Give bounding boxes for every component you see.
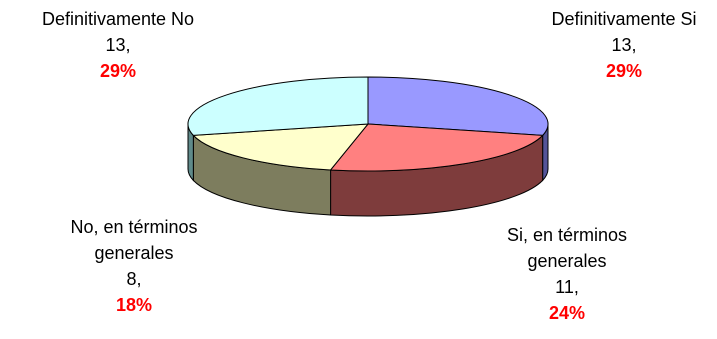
- label-percent: 29%: [99, 61, 137, 81]
- label-definitivamente-si: Definitivamente Si 13, 29%: [506, 6, 717, 84]
- pie-slice-2: [192, 123, 370, 171]
- label-count: 8,: [126, 269, 142, 289]
- pie-slice-3: [187, 76, 369, 136]
- label-name: Definitivamente No: [41, 9, 195, 29]
- label-count: 11,: [555, 277, 579, 297]
- label-count: 13,: [105, 35, 131, 55]
- label-name-line2: generales: [94, 243, 174, 263]
- label-name: Definitivamente Si: [551, 9, 697, 29]
- pie-slice-1: [329, 123, 544, 172]
- label-name-line1: No, en términos: [70, 217, 198, 237]
- label-percent: 18%: [115, 295, 153, 315]
- label-percent: 24%: [548, 303, 586, 323]
- label-no-en-terminos-generales: No, en términos generales 8, 18%: [34, 214, 234, 318]
- label-definitivamente-no: Definitivamente No 13, 29%: [0, 6, 236, 84]
- label-count: 13,: [611, 35, 637, 55]
- label-name-line2: generales: [527, 251, 607, 271]
- label-percent: 29%: [605, 61, 643, 81]
- pie-slice-0: [367, 76, 549, 136]
- label-si-en-terminos-generales: Si, en términos generales 11, 24%: [467, 222, 667, 326]
- label-name-line1: Si, en términos: [506, 225, 628, 245]
